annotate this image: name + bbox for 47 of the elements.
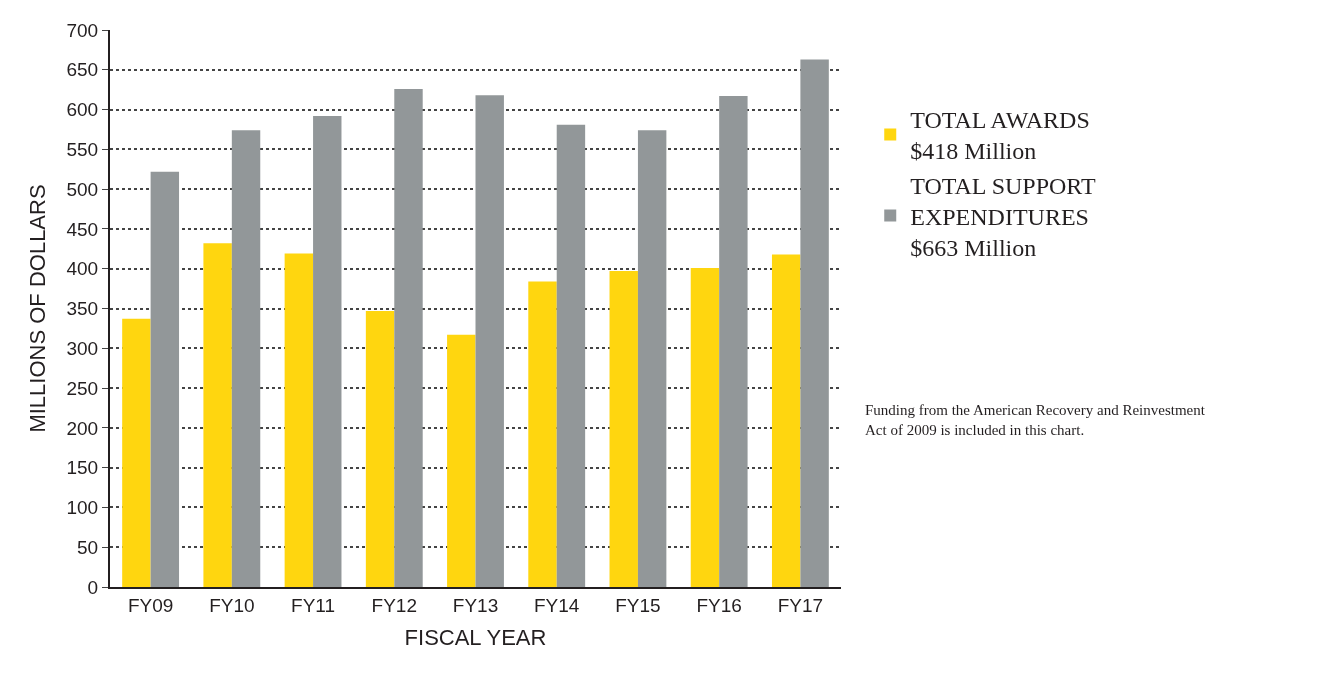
bar [800,59,829,587]
y-tick-label: 250 [66,377,99,399]
y-tick-label: 350 [66,298,99,320]
bar [231,130,261,587]
legend-label: TOTAL SUPPORT EXPENDITURES $663 Million [910,172,1096,262]
bar [556,124,586,587]
y-tick-label: 700 [66,19,99,41]
y-axis-title: MILLIONS OF DOLLARS [24,184,50,433]
x-tick-label: FY17 [777,594,824,616]
y-tick-label: 100 [66,497,99,519]
bar [690,267,720,587]
y-tick-label: 0 [87,576,99,598]
bar [394,88,423,587]
y-tick-label: 200 [66,417,99,439]
y-tick-label: 300 [66,337,99,359]
y-tick-label: 500 [66,178,99,200]
x-tick-label: FY09 [127,594,174,616]
y-tick-label: 400 [66,258,99,280]
x-axis-title: FISCAL YEAR [404,625,547,651]
y-tick-label: 600 [66,99,99,121]
x-tick-label: FY10 [209,594,255,616]
y-tick-label: 650 [66,59,99,81]
text: Funding from the American Recovery and Reinvestment Act of 2009 is included in this chart. [865,402,1206,438]
y-tick-label: 550 [66,139,99,161]
bar [150,171,180,587]
bar [475,95,504,587]
bar [447,334,476,587]
x-tick-label: FY13 [452,594,499,616]
bar [637,130,667,587]
bar [365,310,395,587]
bar [719,96,748,587]
x-tick-label: FY14 [534,594,580,616]
bar [122,318,151,587]
bar [528,281,557,587]
x-tick-label: FY12 [371,594,417,616]
x-tick-label: FY11 [291,594,336,616]
bar [771,254,801,587]
y-tick-label: 450 [66,218,99,240]
legend-label: TOTAL AWARDS $418 Million [910,107,1090,165]
y-tick-label: 50 [77,536,99,558]
x-tick-label: FY15 [615,594,661,616]
y-tick-label: 150 [66,457,99,479]
bar [313,115,342,587]
bar [203,243,232,587]
x-tick-label: FY16 [696,594,742,616]
bar [284,253,314,587]
bar [609,271,638,587]
